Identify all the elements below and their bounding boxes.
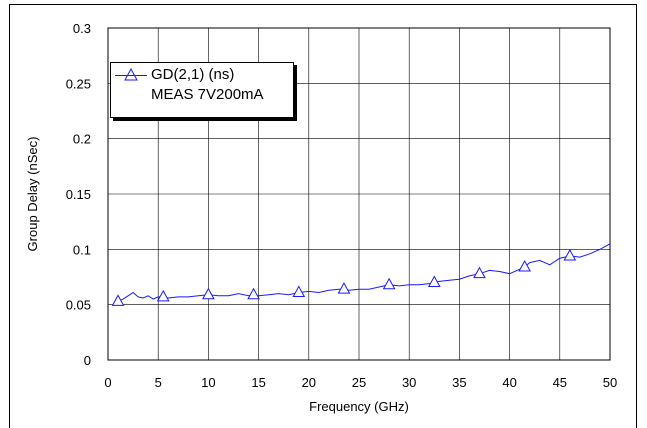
x-tick-label: 15 [251,375,265,390]
triangle-marker [337,282,351,294]
triangle-marker [473,266,486,279]
y-tick-label: 0.2 [73,132,91,147]
legend-line-swatch [115,75,147,76]
x-tick-label: 50 [603,375,617,390]
triangle-marker [111,294,125,306]
x-tick-label: 25 [352,375,366,390]
y-axis-title: Group Delay (nSec) [25,137,40,252]
triangle-icon [124,68,138,81]
y-tick-labels: 0 0.05 0.1 0.15 0.2 0.25 0.3 [66,21,91,368]
y-tick-label: 0 [84,353,91,368]
series-layer [111,243,611,306]
y-tick-label: 0.3 [73,21,91,36]
legend-series-subtitle: MEAS 7V200mA [151,86,264,103]
x-tick-label: 35 [452,375,466,390]
chart-frame [9,4,637,428]
triangle-marker [202,287,215,300]
x-tick-label: 5 [155,375,162,390]
y-tick-label: 0.1 [73,242,91,257]
x-tick-label: 0 [104,375,111,390]
legend-series-name: GD(2,1) (ns) [151,66,235,83]
x-tick-label: 40 [502,375,516,390]
x-tick-label: 45 [553,375,567,390]
triangle-marker [292,285,306,297]
plot-area-border [107,27,611,361]
y-tick-label: 0.25 [66,76,91,91]
legend: GD(2,1) (ns) MEAS 7V200mA [110,62,294,118]
triangle-marker [156,289,170,302]
x-tick-label: 20 [302,375,316,390]
triangle-marker [247,287,260,300]
triangle-marker [427,275,441,288]
series-line [117,243,611,302]
grid [108,28,610,360]
x-axis-title: Frequency (GHz) [309,399,409,414]
triangle-marker [518,260,532,272]
y-tick-label: 0.05 [66,298,91,313]
triangle-marker [563,248,577,261]
x-tick-labels: 0 5 10 15 20 25 30 35 40 45 50 [104,375,617,390]
x-tick-label: 30 [402,375,416,390]
x-tick-label: 10 [201,375,215,390]
y-tick-label: 0.15 [66,187,91,202]
triangle-marker [382,277,396,290]
